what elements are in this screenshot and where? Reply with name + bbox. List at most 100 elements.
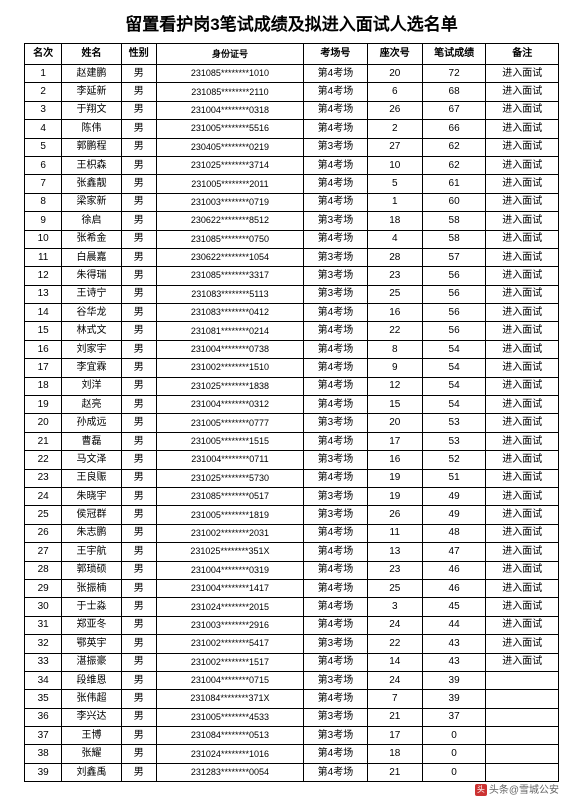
table-cell: 231084********371X	[156, 690, 303, 708]
table-cell: 36	[25, 708, 62, 726]
table-cell: 进入面试	[486, 340, 559, 358]
table-row: 36李兴达男231005********4533第3考场2137	[25, 708, 559, 726]
table-cell: 第4考场	[304, 377, 368, 395]
table-cell: 19	[367, 469, 422, 487]
table-cell: 56	[422, 267, 486, 285]
table-cell: 53	[422, 432, 486, 450]
table-cell: 第4考场	[304, 524, 368, 542]
table-cell: 第4考场	[304, 230, 368, 248]
table-cell: 男	[121, 138, 156, 156]
table-cell: 17	[367, 727, 422, 745]
table-cell: 26	[367, 101, 422, 119]
table-cell: 男	[121, 506, 156, 524]
table-cell: 进入面试	[486, 359, 559, 377]
table-cell: 张振楠	[62, 579, 121, 597]
table-cell: 38	[25, 745, 62, 763]
table-cell: 第3考场	[304, 248, 368, 266]
table-cell: 男	[121, 487, 156, 505]
table-cell: 白晨嘉	[62, 248, 121, 266]
table-cell: 231002********1510	[156, 359, 303, 377]
table-cell: 25	[25, 506, 62, 524]
table-cell: 230622********1054	[156, 248, 303, 266]
table-cell: 16	[367, 451, 422, 469]
footer-text: 头条@雪城公安	[489, 785, 559, 796]
table-cell: 男	[121, 175, 156, 193]
table-cell: 231025********5730	[156, 469, 303, 487]
table-cell: 进入面试	[486, 101, 559, 119]
table-cell: 进入面试	[486, 396, 559, 414]
table-row: 18刘洋男231025********1838第4考场1254进入面试	[25, 377, 559, 395]
table-cell: 0	[422, 745, 486, 763]
table-cell: 5	[367, 175, 422, 193]
table-row: 39刘鑫禹男231283********0054第4考场210	[25, 763, 559, 781]
table-cell: 39	[422, 690, 486, 708]
table-cell: 第3考场	[304, 487, 368, 505]
table-cell: 231004********0319	[156, 561, 303, 579]
table-row: 20孙成远男231005********0777第3考场2053进入面试	[25, 414, 559, 432]
table-cell: 男	[121, 524, 156, 542]
table-row: 14谷华龙男231083********0412第4考场1656进入面试	[25, 304, 559, 322]
table-cell: 12	[25, 267, 62, 285]
table-cell: 22	[367, 635, 422, 653]
table-cell: 46	[422, 561, 486, 579]
table-cell: 231085********0517	[156, 487, 303, 505]
table-cell: 231004********0318	[156, 101, 303, 119]
table-cell: 第3考场	[304, 138, 368, 156]
table-cell: 231005********1515	[156, 432, 303, 450]
table-cell: 第4考场	[304, 304, 368, 322]
table-cell: 37	[422, 708, 486, 726]
table-cell: 54	[422, 377, 486, 395]
table-cell: 第4考场	[304, 156, 368, 174]
table-cell: 49	[422, 506, 486, 524]
table-row: 16刘家宇男231004********0738第4考场854进入面试	[25, 340, 559, 358]
table-cell	[486, 690, 559, 708]
table-cell: 231005********2011	[156, 175, 303, 193]
table-cell: 0	[422, 763, 486, 781]
table-cell: 男	[121, 230, 156, 248]
table-cell: 男	[121, 322, 156, 340]
table-cell: 第4考场	[304, 359, 368, 377]
table-cell: 31	[25, 616, 62, 634]
table-cell: 231085********2110	[156, 83, 303, 101]
table-row: 15林式文男231081********0214第4考场2256进入面试	[25, 322, 559, 340]
table-cell: 男	[121, 469, 156, 487]
table-row: 19赵亮男231004********0312第4考场1554进入面试	[25, 396, 559, 414]
table-row: 32鄂英宇男231002********5417第3考场2243进入面试	[25, 635, 559, 653]
table-cell: 39	[422, 671, 486, 689]
table-cell: 谷华龙	[62, 304, 121, 322]
source-footer: 头头条@雪城公安	[475, 781, 559, 796]
table-cell: 第4考场	[304, 690, 368, 708]
table-cell: 231025********1838	[156, 377, 303, 395]
table-cell: 男	[121, 304, 156, 322]
table-row: 4陈伟男231005********5516第4考场266进入面试	[25, 120, 559, 138]
table-cell: 230405********0219	[156, 138, 303, 156]
table-cell: 张伟超	[62, 690, 121, 708]
results-table: 名次姓名性别身份证号考场号座次号笔试成绩备注 1赵建鹏男231085******…	[24, 43, 559, 782]
table-cell: 28	[367, 248, 422, 266]
table-cell: 陈伟	[62, 120, 121, 138]
table-cell: 王枳森	[62, 156, 121, 174]
table-cell: 男	[121, 83, 156, 101]
table-cell: 231005********0777	[156, 414, 303, 432]
table-cell: 男	[121, 267, 156, 285]
table-cell: 231003********0719	[156, 193, 303, 211]
table-cell: 第4考场	[304, 598, 368, 616]
table-cell: 张鑫靓	[62, 175, 121, 193]
table-cell: 7	[367, 690, 422, 708]
table-cell: 男	[121, 690, 156, 708]
table-row: 23王良赈男231025********5730第4考场1951进入面试	[25, 469, 559, 487]
table-cell: 第4考场	[304, 763, 368, 781]
table-cell: 231024********2015	[156, 598, 303, 616]
table-cell: 男	[121, 120, 156, 138]
table-cell: 230622********8512	[156, 212, 303, 230]
table-cell: 53	[422, 414, 486, 432]
table-cell: 54	[422, 396, 486, 414]
table-cell	[486, 745, 559, 763]
table-cell: 231005********5516	[156, 120, 303, 138]
table-cell: 33	[25, 653, 62, 671]
table-cell: 进入面试	[486, 248, 559, 266]
table-cell: 男	[121, 396, 156, 414]
table-cell: 23	[367, 267, 422, 285]
table-cell: 第3考场	[304, 635, 368, 653]
table-cell: 男	[121, 432, 156, 450]
